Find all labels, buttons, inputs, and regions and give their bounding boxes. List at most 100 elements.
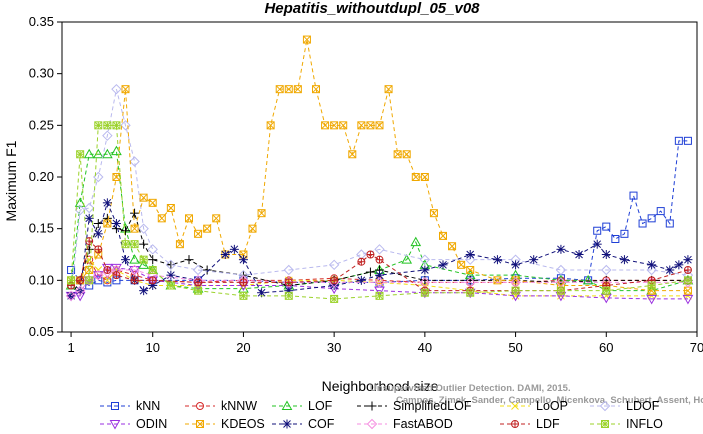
data-point	[619, 255, 629, 265]
data-point	[85, 276, 94, 285]
data-point	[283, 264, 294, 276]
marker-stroke	[139, 286, 148, 295]
marker-shape	[74, 285, 86, 296]
data-point	[102, 263, 113, 274]
marker-stroke	[393, 150, 402, 159]
legend-item-inflo: INFLO	[590, 417, 663, 431]
marker-shape	[402, 150, 411, 159]
legend-marker	[367, 401, 377, 411]
data-point	[683, 255, 693, 265]
legend-marker	[196, 420, 204, 428]
data-point	[194, 229, 203, 238]
data-point	[284, 85, 293, 94]
marker-shape	[266, 121, 275, 130]
data-point	[638, 219, 647, 228]
legend-item-cof: COF	[272, 417, 335, 431]
data-point	[85, 255, 94, 264]
series-line	[70, 89, 688, 296]
marker-shape	[302, 35, 311, 44]
marker-shape	[65, 290, 77, 302]
marker-stroke	[466, 250, 475, 259]
data-point	[157, 214, 166, 223]
series-line	[71, 39, 688, 292]
marker-shape	[196, 402, 204, 410]
data-point	[466, 288, 475, 297]
marker-shape	[92, 148, 104, 159]
data-point	[356, 249, 367, 260]
marker-stroke	[67, 276, 75, 285]
data-point	[67, 266, 76, 274]
marker-shape	[457, 260, 466, 269]
data-point	[67, 276, 76, 285]
data-point	[284, 278, 293, 287]
watermark-line-1: Unsupervised Outlier Detection. DAMI, 20…	[370, 383, 571, 394]
legend-marker	[601, 420, 609, 428]
data-point	[411, 173, 420, 181]
data-point	[665, 265, 675, 275]
data-point	[420, 173, 429, 181]
marker-shape	[74, 204, 86, 216]
marker-stroke	[103, 276, 112, 285]
marker-shape	[638, 219, 647, 228]
marker-shape	[374, 244, 385, 255]
marker-stroke	[284, 85, 293, 94]
marker-stroke	[684, 255, 692, 264]
data-point	[375, 121, 384, 130]
legend-label: INFLO	[626, 417, 663, 431]
data-point	[111, 219, 121, 228]
marker-shape	[67, 266, 76, 274]
marker-stroke	[366, 121, 375, 130]
marker-shape	[203, 224, 212, 233]
marker-stroke	[511, 260, 520, 269]
data-point	[683, 286, 692, 295]
marker-shape	[602, 222, 611, 231]
x-tick-label: 40	[418, 340, 432, 355]
data-point	[683, 276, 692, 285]
data-point	[74, 285, 86, 296]
marker-stroke	[112, 173, 121, 181]
marker-stroke	[448, 242, 456, 251]
marker-stroke	[330, 121, 338, 130]
data-point	[339, 121, 348, 130]
marker-shape	[339, 121, 348, 130]
marker-shape	[85, 255, 94, 264]
data-point	[366, 121, 375, 130]
data-point	[203, 224, 212, 233]
marker-stroke	[493, 276, 502, 285]
marker-shape	[111, 402, 119, 410]
marker-shape	[429, 209, 438, 218]
data-point	[94, 276, 103, 285]
data-point	[574, 250, 584, 259]
legend-label: kNNW	[221, 399, 257, 413]
marker-shape	[411, 173, 420, 181]
marker-shape	[366, 121, 375, 130]
marker-shape	[646, 294, 657, 305]
data-point	[393, 150, 402, 159]
marker-shape	[599, 400, 611, 412]
x-tick-label: 10	[145, 340, 159, 355]
marker-stroke	[167, 271, 175, 280]
marker-stroke	[112, 219, 121, 228]
data-point	[121, 85, 130, 94]
watermark-line-2: Campos, Zimek, Sander, Campello, Micenko…	[396, 395, 703, 406]
data-point	[84, 213, 94, 223]
marker-stroke	[675, 260, 683, 269]
marker-stroke	[402, 150, 411, 159]
data-point	[65, 290, 77, 302]
data-point	[166, 204, 175, 212]
data-point	[166, 281, 175, 290]
marker-stroke	[103, 121, 112, 130]
data-point	[185, 214, 193, 223]
marker-shape	[175, 240, 184, 249]
legend-label: COF	[308, 417, 335, 431]
data-point	[112, 121, 121, 130]
data-point	[130, 224, 139, 233]
legend-item-kdeos: KDEOS	[185, 417, 265, 431]
data-point	[175, 240, 184, 249]
data-point	[248, 224, 257, 233]
marker-stroke	[85, 276, 94, 285]
data-point	[121, 226, 130, 236]
marker-shape	[439, 231, 447, 240]
legend-marker	[196, 402, 204, 410]
